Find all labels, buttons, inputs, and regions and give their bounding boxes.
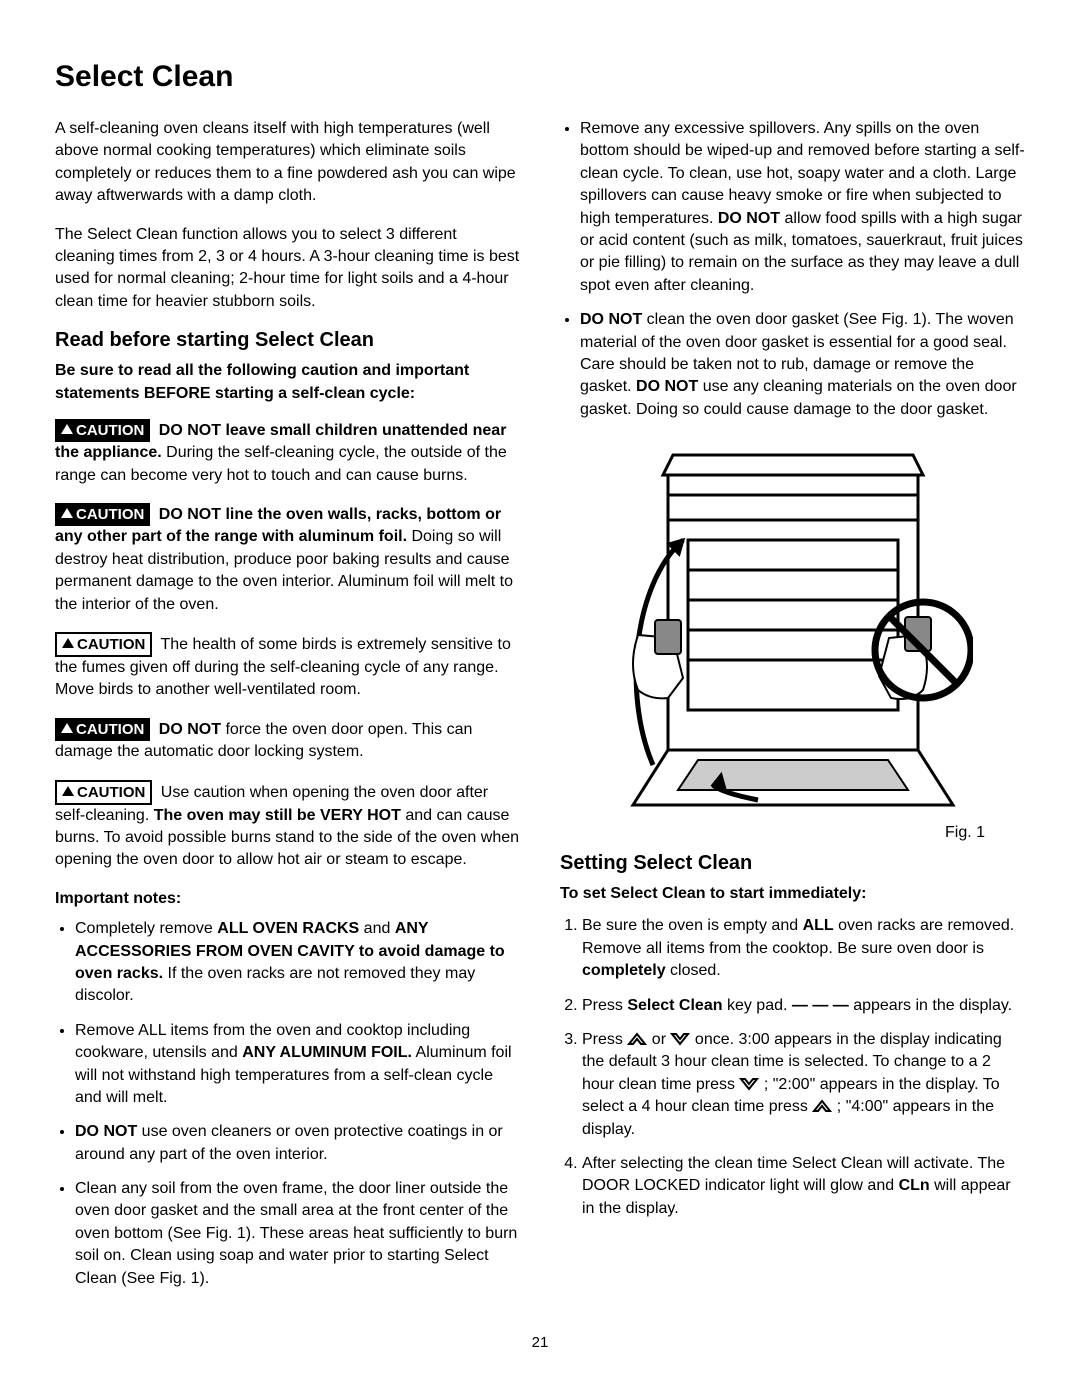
caution-badge: CAUTION xyxy=(55,419,150,442)
list-item: Completely remove ALL OVEN RACKS and ANY… xyxy=(75,918,520,1008)
intro-paragraph: A self-cleaning oven cleans itself with … xyxy=(55,118,520,208)
warning-triangle-icon xyxy=(61,424,73,434)
important-notes-heading: Important notes: xyxy=(55,888,520,910)
figure-caption: Fig. 1 xyxy=(560,824,985,842)
list-item: Remove ALL items from the oven and cookt… xyxy=(75,1020,520,1110)
warning-triangle-icon xyxy=(62,638,74,648)
caution-block: CAUTION DO NOT line the oven walls, rack… xyxy=(55,503,520,616)
caution-block: CAUTION Use caution when opening the ove… xyxy=(55,780,520,872)
caution-badge: CAUTION xyxy=(55,718,150,741)
caution-block: CAUTION The health of some birds is extr… xyxy=(55,632,520,702)
caution-block: CAUTION DO NOT leave small children unat… xyxy=(55,419,520,487)
step-item: Press or once. 3:00 appears in the displ… xyxy=(582,1029,1025,1141)
down-arrow-icon xyxy=(739,1077,759,1091)
steps-list: Be sure the oven is empty and ALL oven r… xyxy=(560,915,1025,1220)
page-title: Select Clean xyxy=(55,60,1025,94)
caution-badge-inverse: CAUTION xyxy=(55,632,152,657)
list-item: Remove any excessive spillovers. Any spi… xyxy=(580,118,1025,297)
warning-triangle-icon xyxy=(61,723,73,733)
read-before-heading: Read before starting Select Clean xyxy=(55,329,520,352)
step-item: Be sure the oven is empty and ALL oven r… xyxy=(582,915,1025,982)
oven-figure xyxy=(560,435,1025,820)
read-lead: Be sure to read all the following cautio… xyxy=(55,360,520,405)
down-arrow-icon xyxy=(670,1032,690,1046)
warning-triangle-icon xyxy=(62,786,74,796)
up-arrow-icon xyxy=(812,1099,832,1113)
list-item: Clean any soil from the oven frame, the … xyxy=(75,1178,520,1290)
warning-triangle-icon xyxy=(61,508,73,518)
caution-block: CAUTION DO NOT force the oven door open.… xyxy=(55,718,520,764)
step-item: Press Select Clean key pad. — — — appear… xyxy=(582,995,1025,1017)
list-item: DO NOT clean the oven door gasket (See F… xyxy=(580,309,1025,421)
step-item: After selecting the clean time Select Cl… xyxy=(582,1153,1025,1220)
caution-badge-inverse: CAUTION xyxy=(55,780,152,805)
manual-page: Select Clean A self-cleaning oven cleans… xyxy=(0,0,1080,1391)
up-arrow-icon xyxy=(627,1032,647,1046)
right-column: Remove any excessive spillovers. Any spi… xyxy=(560,118,1025,1304)
right-notes-list: Remove any excessive spillovers. Any spi… xyxy=(560,118,1025,421)
setting-lead: To set Select Clean to start immediately… xyxy=(560,883,1025,905)
left-column: A self-cleaning oven cleans itself with … xyxy=(55,118,520,1304)
intro-paragraph: The Select Clean function allows you to … xyxy=(55,224,520,314)
caution-badge: CAUTION xyxy=(55,503,150,526)
page-number: 21 xyxy=(55,1334,1025,1351)
two-column-layout: A self-cleaning oven cleans itself with … xyxy=(55,118,1025,1304)
setting-heading: Setting Select Clean xyxy=(560,852,1025,875)
important-notes-list: Completely remove ALL OVEN RACKS and ANY… xyxy=(55,918,520,1290)
oven-illustration xyxy=(613,435,973,815)
list-item: DO NOT use oven cleaners or oven protect… xyxy=(75,1121,520,1166)
